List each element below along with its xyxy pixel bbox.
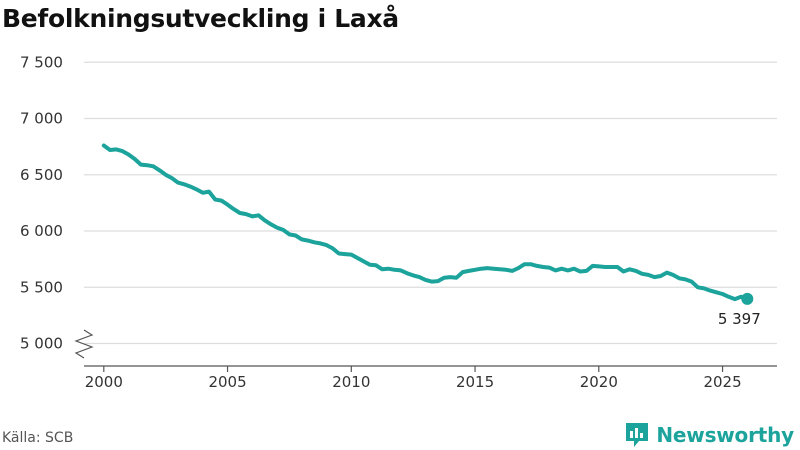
end-point-marker	[741, 292, 754, 305]
y-tick-label: 5 000	[20, 335, 63, 353]
chart-title: Befolkningsutveckling i Laxå	[2, 4, 399, 33]
newsworthy-logo-icon	[626, 423, 649, 447]
series-group: 5 397	[101, 143, 761, 328]
end-value-label: 5 397	[718, 310, 761, 328]
brand-logo: Newsworthy	[624, 421, 794, 449]
y-tick-label: 6 000	[20, 222, 63, 240]
x-tick-label: 2025	[703, 373, 741, 391]
x-tick-label: 2000	[85, 373, 123, 391]
x-axis-tick-labels: 2000 2005 2010 2015 2020 2025	[85, 373, 742, 391]
axis-break-icon	[74, 329, 94, 359]
y-axis-tick-labels: 5 000 5 500 6 000 6 500 7 000 7 500	[20, 53, 63, 352]
series-line	[101, 143, 750, 302]
source-label: Källa: SCB	[2, 430, 74, 446]
x-tick-label: 2020	[580, 373, 618, 391]
x-axis	[74, 329, 777, 372]
brand-name: Newsworthy	[656, 423, 794, 447]
y-tick-label: 7 500	[20, 53, 63, 71]
y-tick-label: 5 500	[20, 278, 63, 296]
y-tick-label: 7 000	[20, 110, 63, 128]
y-tick-label: 6 500	[20, 166, 63, 184]
x-tick-label: 2015	[456, 373, 494, 391]
x-tick-label: 2010	[332, 373, 370, 391]
x-tick-label: 2005	[208, 373, 246, 391]
grid-lines	[84, 61, 777, 345]
